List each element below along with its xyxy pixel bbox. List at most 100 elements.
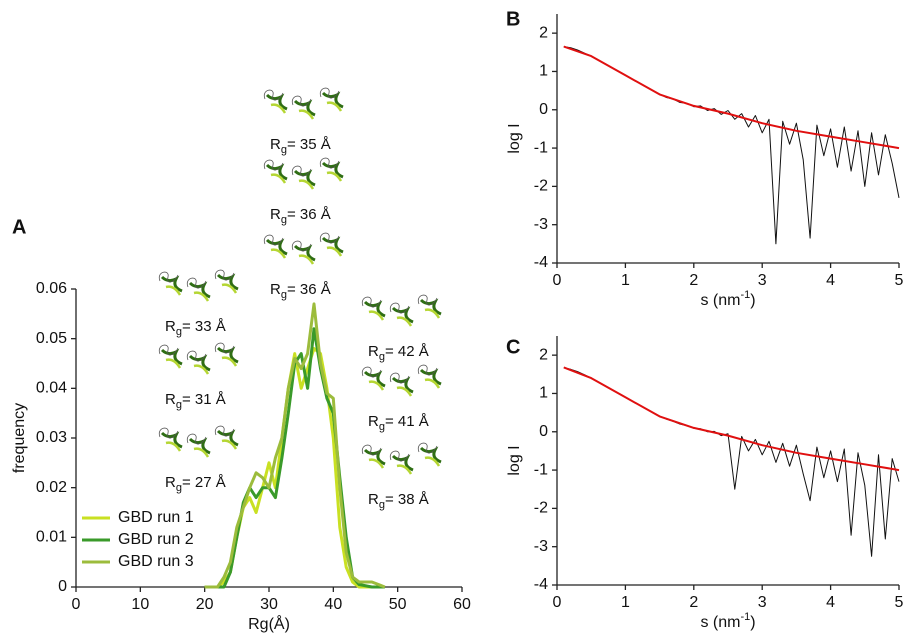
- rg-subscript: g: [379, 499, 385, 511]
- y-tick-label: -2: [534, 500, 548, 517]
- loop: [186, 277, 207, 289]
- loop: [361, 444, 382, 456]
- x-axis-label-close: ): [750, 292, 755, 309]
- strand: [419, 446, 442, 464]
- x-tick-label: 0: [553, 272, 562, 289]
- y-tick-label: 1: [539, 63, 548, 80]
- y-tick-label: -1: [534, 461, 548, 478]
- loop: [263, 159, 284, 171]
- rg-subscript: g: [176, 326, 182, 338]
- strand: [221, 283, 238, 294]
- legend-label: GBD run 2: [118, 531, 194, 548]
- series-line: [563, 46, 900, 245]
- loop: [389, 450, 410, 462]
- x-axis-label-sup: -1: [740, 611, 750, 623]
- strand: [326, 171, 343, 182]
- strand: [270, 103, 287, 114]
- rg-annotation: Rg= 36 Å: [270, 281, 331, 301]
- x-tick-label: 2: [689, 594, 698, 611]
- strand: [298, 254, 315, 265]
- structure-icon: [158, 425, 239, 458]
- strand: [424, 308, 441, 319]
- rg-symbol: R: [368, 491, 379, 508]
- rg-symbol: R: [368, 343, 379, 360]
- strand: [265, 163, 288, 181]
- strand: [396, 386, 413, 397]
- loop: [417, 364, 438, 376]
- y-axis-label: log I: [506, 123, 523, 153]
- x-tick-label: 4: [826, 594, 835, 611]
- x-tick-label: 40: [324, 596, 342, 613]
- structure-icon: [361, 442, 442, 475]
- x-tick-label: 5: [895, 272, 904, 289]
- strand: [419, 368, 442, 386]
- loop: [214, 269, 235, 281]
- strand: [363, 370, 386, 388]
- structure-icon: [361, 364, 442, 397]
- loop: [389, 372, 410, 384]
- x-tick-label: 5: [895, 594, 904, 611]
- rg-symbol: R: [165, 474, 176, 491]
- strand: [160, 275, 183, 293]
- x-tick-label: 0: [553, 594, 562, 611]
- y-tick-label: -3: [534, 216, 548, 233]
- strand: [391, 454, 414, 472]
- rg-annotation: Rg= 42 Å: [368, 343, 429, 363]
- strand: [216, 429, 239, 447]
- y-axis-label: log I: [506, 445, 523, 475]
- strand: [193, 447, 210, 458]
- rg-subscript: g: [176, 399, 182, 411]
- loop: [389, 302, 410, 314]
- strand: [321, 91, 344, 109]
- strand: [293, 99, 316, 117]
- x-tick-label: 2: [689, 272, 698, 289]
- rg-symbol: R: [270, 281, 281, 298]
- strand: [326, 246, 343, 257]
- loop: [291, 95, 312, 107]
- loop: [186, 433, 207, 445]
- strand: [363, 300, 386, 318]
- loop: [158, 344, 179, 356]
- loop: [319, 87, 340, 99]
- structure-icon: [158, 269, 239, 302]
- strand: [160, 348, 183, 366]
- panel-label: B: [506, 8, 520, 30]
- rg-text: = 33 Å: [182, 318, 226, 335]
- x-axis-label-sup: -1: [740, 289, 750, 301]
- strand: [270, 173, 287, 184]
- strand: [216, 273, 239, 291]
- x-axis-label-text: s (nm: [700, 292, 740, 309]
- y-tick-label: 0.04: [36, 380, 67, 397]
- y-tick-label: 0.02: [36, 479, 67, 496]
- y-tick-label: -2: [534, 178, 548, 195]
- structure-icon: [361, 294, 442, 327]
- rg-subscript: g: [379, 421, 385, 433]
- rg-text: = 31 Å: [182, 391, 226, 408]
- x-tick-label: 1: [621, 594, 630, 611]
- strand: [188, 281, 211, 299]
- rg-annotation: Rg= 36 Å: [270, 206, 331, 226]
- y-tick-label: 0: [539, 423, 548, 440]
- rg-subscript: g: [281, 214, 287, 226]
- strand: [160, 431, 183, 449]
- series-line: [563, 366, 900, 472]
- rg-text: = 36 Å: [287, 206, 331, 223]
- series-line: [563, 45, 900, 150]
- strand: [419, 298, 442, 316]
- x-tick-label: 3: [758, 594, 767, 611]
- y-tick-label: 0.01: [36, 529, 67, 546]
- strand: [221, 356, 238, 367]
- x-tick-label: 30: [260, 596, 278, 613]
- strand: [368, 380, 385, 391]
- y-axis-label: frequency: [11, 403, 28, 473]
- rg-annotation: Rg= 38 Å: [368, 491, 429, 511]
- rg-symbol: R: [165, 318, 176, 335]
- loop: [158, 427, 179, 439]
- rg-text: = 42 Å: [385, 343, 429, 360]
- rg-text: = 41 Å: [385, 413, 429, 430]
- strand: [265, 238, 288, 256]
- strand: [216, 346, 239, 364]
- strand: [270, 248, 287, 259]
- rg-subscript: g: [281, 144, 287, 156]
